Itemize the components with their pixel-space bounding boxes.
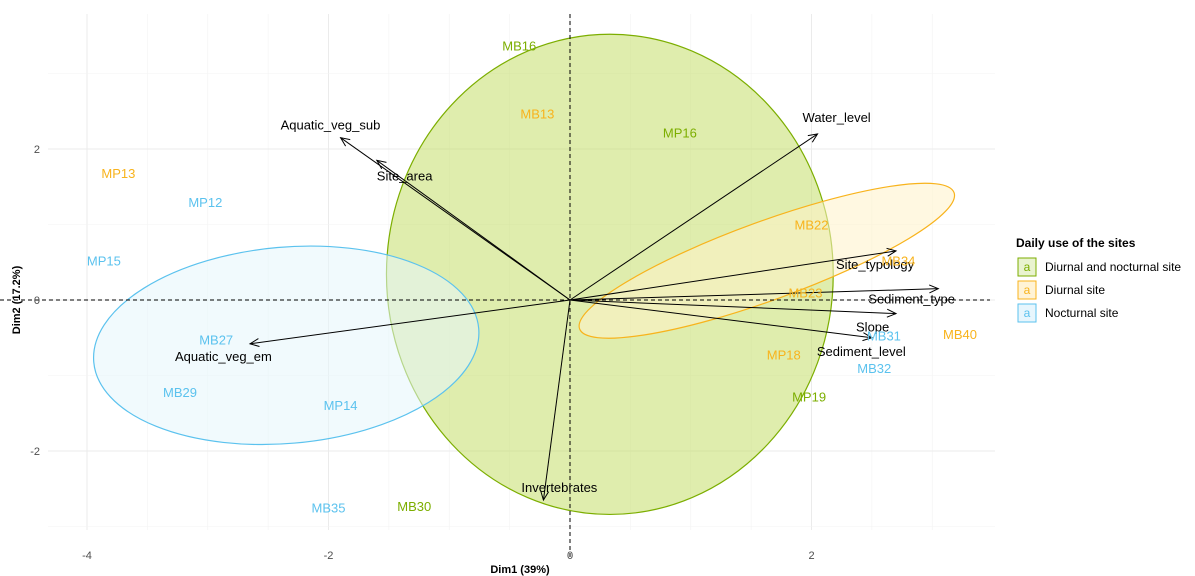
legend-title: Daily use of the sites: [1016, 236, 1136, 250]
legend-entry-label: Diurnal and nocturnal site: [1045, 260, 1181, 274]
site-label: MB32: [857, 361, 891, 376]
reference-lines: [0, 14, 990, 560]
arrow-shaft: [569, 133, 818, 301]
site-label: MB35: [312, 501, 346, 516]
variable-label: Slope: [856, 320, 889, 335]
arrow-head: [375, 159, 387, 170]
arrow-head: [928, 284, 940, 294]
arrow-head: [886, 308, 898, 318]
y-axis-title: Dim2 (17.2%): [11, 265, 23, 334]
site-label: MP19: [792, 390, 826, 405]
variable-label: Site_typology: [836, 257, 915, 272]
site-label: MB16: [502, 39, 536, 54]
arrow-shaft: [249, 299, 571, 345]
site-label: MB34: [881, 254, 915, 269]
legend-entry-label: Nocturnal site: [1045, 306, 1119, 320]
arrow-shaft: [569, 250, 897, 301]
arrow-shaft: [569, 299, 872, 339]
site-label: MP15: [87, 254, 121, 269]
arrow-shaft: [569, 288, 939, 301]
legend-key: [1017, 280, 1037, 300]
group-ellipse: [578, 182, 956, 339]
legend-key: [1017, 303, 1037, 323]
site-label: MP14: [324, 398, 358, 413]
site-label: MP16: [663, 125, 697, 140]
legend-key: [1017, 257, 1037, 277]
variable-label: Aquatic_veg_em: [175, 349, 272, 364]
site-label: MB30: [397, 499, 431, 514]
arrow-shaft: [542, 299, 571, 501]
site-label: MB40: [943, 327, 977, 342]
confidence-ellipses: [92, 33, 956, 516]
arrow-head: [886, 247, 898, 257]
site-label: MB13: [520, 107, 554, 122]
site-label: MB23: [788, 285, 822, 300]
site-label: MB27: [199, 332, 233, 347]
variable-label: Invertebrates: [521, 480, 597, 495]
arrow-head: [339, 136, 351, 147]
y-tick-label: -2: [30, 446, 40, 458]
arrow-shaft: [569, 299, 897, 315]
site-label: MB29: [163, 385, 197, 400]
y-tick-label: 0: [34, 295, 40, 307]
legend-entry-label: Diurnal site: [1045, 283, 1105, 297]
x-tick-label: 2: [808, 550, 814, 562]
axis-ticks: -4 -2 0 2 -2 0 2: [30, 144, 814, 562]
variable-label: Water_level: [803, 110, 871, 125]
legend-key-letter: a: [1024, 260, 1031, 274]
x-tick-label: -4: [82, 550, 92, 562]
variable-label: Aquatic_veg_sub: [281, 118, 381, 133]
group-ellipse: [92, 245, 480, 446]
y-tick-label: 2: [34, 144, 40, 156]
variable-label: Site_area: [377, 168, 433, 183]
x-axis-title: Dim1 (39%): [490, 564, 550, 576]
arrow-head: [248, 338, 260, 348]
site-label: MP18: [767, 347, 801, 362]
site-label: MB31: [867, 328, 901, 343]
variable-label: Sediment_level: [817, 344, 906, 359]
arrow-head: [540, 490, 550, 502]
site-label: MB22: [795, 218, 829, 233]
variable-arrows: Water_level Aquatic_veg_sub Site_area Site_…: [175, 110, 955, 502]
x-tick-label: -2: [324, 550, 334, 562]
x-tick-label: 0: [567, 550, 573, 562]
site-label: MP12: [188, 195, 222, 210]
site-labels: MB16 MP16 MP19 MB30 MB13 MP13 MB22 MB23 MB34 MB40…: [87, 39, 977, 516]
legend-key-letter: a: [1024, 283, 1031, 297]
site-label: MP13: [101, 166, 135, 181]
arrow-head: [862, 332, 874, 342]
legend-key-letter: a: [1024, 306, 1031, 320]
legend-entries: a Diurnal and nocturnal site a Diurnal site…: [1017, 257, 1181, 323]
arrow-shaft: [376, 159, 571, 301]
variable-label: Sediment_type: [868, 292, 955, 307]
arrow-head: [807, 133, 819, 143]
legend: Daily use of the sites a Diurnal and noct…: [1016, 236, 1181, 323]
